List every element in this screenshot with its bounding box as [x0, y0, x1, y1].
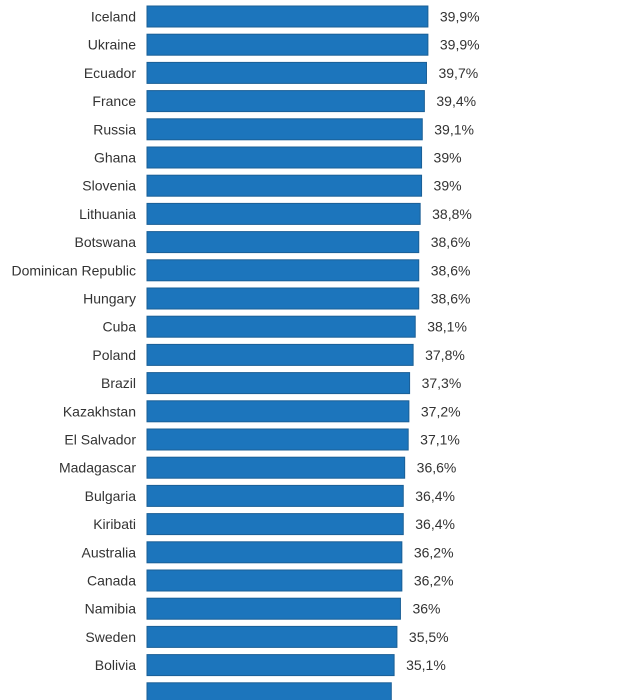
bar — [146, 174, 423, 197]
value-label: 38,1% — [427, 319, 467, 335]
bar-row: Sweden 35,5% — [85, 625, 449, 648]
value-label: 37,3% — [422, 375, 462, 391]
value-label: 36,4% — [415, 488, 455, 504]
category-label: Australia — [82, 544, 137, 560]
bar-row: Canada 36,2% — [87, 569, 454, 592]
value-label: 37,1% — [420, 432, 460, 448]
value-label: 37,2% — [421, 403, 461, 419]
bar — [146, 400, 410, 423]
category-label: Bulgaria — [85, 488, 137, 504]
category-label: Russia — [93, 121, 136, 137]
bar — [146, 428, 409, 451]
category-label: Slovenia — [82, 178, 136, 194]
value-label: 37,8% — [425, 347, 465, 363]
bar — [146, 90, 425, 113]
bar-row: Slovenia 39% — [82, 174, 462, 197]
bar-row: Ecuador 39,7% — [84, 61, 478, 84]
category-label: Madagascar — [59, 460, 136, 476]
bar-row: Hungary 38,6% — [83, 287, 471, 310]
bar — [146, 202, 421, 225]
bar — [146, 33, 429, 56]
bar-row: Dominican Republic 38,6% — [11, 259, 471, 282]
category-label: France — [92, 93, 136, 109]
bar — [146, 372, 411, 395]
bar — [146, 597, 401, 620]
category-label: Ecuador — [84, 65, 136, 81]
category-label: Cuba — [103, 319, 137, 335]
bar-row: Bolivia 35,1% — [95, 654, 446, 677]
value-label: 38,8% — [432, 206, 472, 222]
bar-row: El Salvador 37,1% — [64, 428, 460, 451]
category-label: Dominican Republic — [11, 262, 136, 278]
category-label: Sweden — [85, 629, 136, 645]
bar-row: Australia 36,2% — [82, 541, 454, 564]
value-label: 39% — [434, 150, 462, 166]
bar-row: Kiribati 36,4% — [93, 513, 455, 536]
bar — [146, 569, 403, 592]
value-label: 38,6% — [431, 262, 471, 278]
category-label: El Salvador — [64, 432, 136, 448]
bar-row: Brazil 37,3% — [101, 372, 462, 395]
category-label: Ghana — [94, 150, 136, 166]
bar-row: Namibia 36% — [85, 597, 440, 620]
bar — [146, 61, 427, 84]
bar-row: Iceland 39,9% — [91, 5, 480, 28]
bar — [146, 456, 406, 479]
value-label: 39% — [434, 178, 462, 194]
bar-row: France 39,4% — [92, 90, 476, 113]
bar-row: Ukraine 39,9% — [88, 33, 480, 56]
value-label: 39,9% — [440, 9, 480, 25]
value-label: 35,1% — [406, 657, 446, 673]
category-label: Botswana — [75, 234, 137, 250]
value-label: 38,6% — [431, 234, 471, 250]
category-label: Poland — [92, 347, 136, 363]
value-label: 36,2% — [414, 544, 454, 560]
category-label: Kiribati — [93, 516, 136, 532]
bar — [146, 343, 414, 366]
bar — [146, 315, 416, 338]
value-label: 36,4% — [415, 516, 455, 532]
value-label: 39,4% — [436, 93, 476, 109]
bar — [146, 231, 420, 254]
value-label: 36,6% — [417, 460, 457, 476]
bar — [146, 654, 395, 677]
bar — [146, 146, 423, 169]
bar-row: Bulgaria 36,4% — [85, 484, 455, 507]
value-label: 39,7% — [438, 65, 478, 81]
value-label: 36% — [412, 601, 440, 617]
category-label: Namibia — [85, 601, 137, 617]
category-label: Ukraine — [88, 37, 136, 53]
bar — [146, 625, 398, 648]
bar — [146, 484, 404, 507]
bar — [146, 5, 429, 28]
value-label: 39,1% — [434, 121, 474, 137]
category-label: Brazil — [101, 375, 136, 391]
value-label: 39,9% — [440, 37, 480, 53]
bar-row: Lithuania 38,8% — [79, 202, 472, 225]
bar-row: Botswana 38,6% — [75, 231, 471, 254]
category-label: Lithuania — [79, 206, 136, 222]
value-label: 38,6% — [431, 291, 471, 307]
category-label: Iceland — [91, 9, 136, 25]
bar-row: Poland 37,8% — [92, 343, 465, 366]
bar-row: Ghana 39% — [94, 146, 462, 169]
bar — [146, 287, 420, 310]
bar — [146, 259, 420, 282]
bar — [146, 513, 404, 536]
value-label: 35,5% — [409, 629, 449, 645]
bar — [146, 118, 423, 141]
bar-row: Madagascar 36,6% — [59, 456, 457, 479]
bar-row: Kazakhstan 37,2% — [63, 400, 461, 423]
bar — [146, 541, 403, 564]
bar-row — [146, 682, 392, 700]
bar-row: Russia 39,1% — [93, 118, 474, 141]
category-label: Bolivia — [95, 657, 136, 673]
bar — [146, 682, 392, 700]
bar-row: Cuba 38,1% — [103, 315, 467, 338]
category-label: Kazakhstan — [63, 403, 136, 419]
value-label: 36,2% — [414, 573, 454, 589]
category-label: Hungary — [83, 291, 136, 307]
category-label: Canada — [87, 573, 136, 589]
